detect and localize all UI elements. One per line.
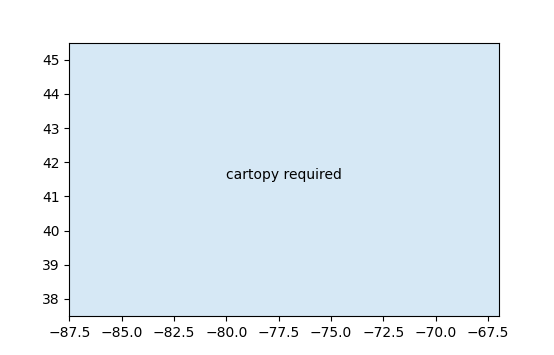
Text: cartopy required: cartopy required [226, 168, 342, 182]
